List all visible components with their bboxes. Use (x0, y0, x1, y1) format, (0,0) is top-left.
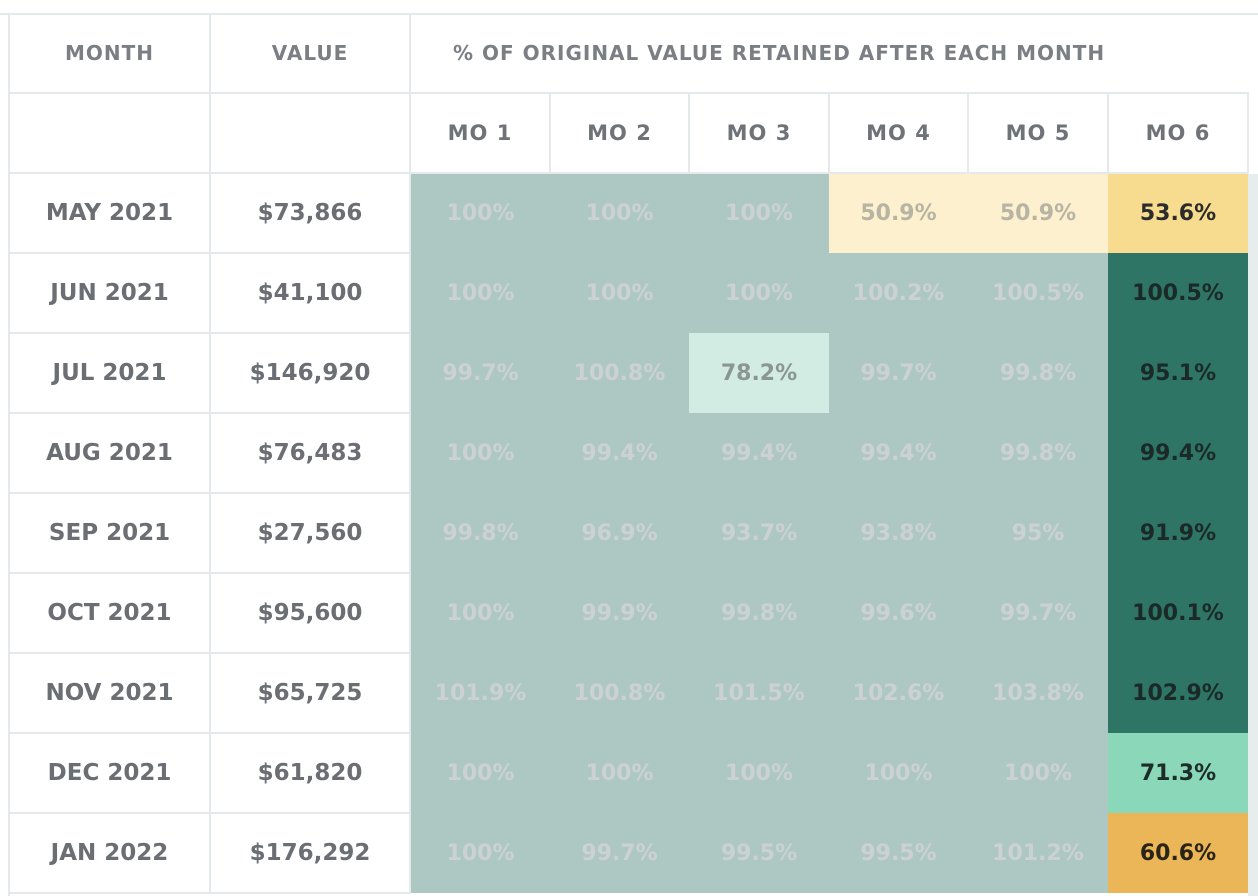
retention-cell: 99.7% (829, 333, 968, 413)
row-value: $95,600 (210, 573, 411, 654)
retention-cell: 100% (410, 253, 550, 333)
retention-cell: 103.8% (968, 653, 1108, 733)
retention-cell: 100% (410, 413, 550, 493)
retention-cell: 99.7% (550, 813, 689, 893)
retention-cell: 78.2% (689, 333, 829, 413)
mo-5-header[interactable]: MO 5 (968, 93, 1109, 174)
retention-cell: 100% (689, 733, 829, 813)
retention-cell: 95.1% (1108, 333, 1248, 413)
table-row: AUG 2021 $76,483 100% 99.4% 99.4% 99.4% … (10, 413, 1248, 494)
retention-cell: 99.7% (410, 333, 550, 413)
retention-cell: 100% (550, 733, 689, 813)
retention-cell: 100% (550, 173, 689, 253)
retention-cell: 99.4% (829, 413, 968, 493)
retention-cell: 99.4% (689, 413, 829, 493)
mo-1-header[interactable]: MO 1 (410, 93, 551, 174)
retention-cell: 96.9% (550, 493, 689, 573)
retention-cell: 99.5% (829, 813, 968, 893)
retention-cell: 60.6% (1108, 813, 1248, 893)
left-border (8, 13, 10, 896)
month-subheader-empty (10, 93, 211, 174)
retention-cell: 100% (968, 733, 1108, 813)
retention-cell: 102.9% (1108, 653, 1248, 733)
table-row: DEC 2021 $61,820 100% 100% 100% 100% 100… (10, 733, 1248, 814)
retention-cell: 99.5% (689, 813, 829, 893)
retention-cell: 99.4% (550, 413, 689, 493)
retention-cell: 100.1% (1108, 573, 1248, 653)
row-month: JUL 2021 (10, 333, 211, 414)
subheader-row: MO 1 MO 2 MO 3 MO 4 MO 5 MO 6 (10, 93, 1249, 174)
retention-cell: 100% (689, 173, 829, 253)
mo-6-header[interactable]: MO 6 (1108, 93, 1249, 174)
retention-cell: 100.5% (968, 253, 1108, 333)
table-overflow-edge (1248, 174, 1258, 896)
retention-cell: 50.9% (968, 173, 1108, 253)
retention-cell: 100.2% (829, 253, 968, 333)
retention-cell: 101.2% (968, 813, 1108, 893)
retention-cell: 99.8% (689, 573, 829, 653)
mo-3-header[interactable]: MO 3 (689, 93, 830, 174)
retention-cell: 102.6% (829, 653, 968, 733)
row-month: JUN 2021 (10, 253, 211, 334)
retention-cell: 101.5% (689, 653, 829, 733)
table-row: OCT 2021 $95,600 100% 99.9% 99.8% 99.6% … (10, 573, 1248, 654)
cohort-table: MONTH VALUE % OF ORIGINAL VALUE RETAINED… (10, 14, 1249, 894)
row-value: $76,483 (210, 413, 411, 494)
retention-cell: 100.8% (550, 333, 689, 413)
row-value: $176,292 (210, 813, 411, 894)
retention-cell: 100% (550, 253, 689, 333)
mo-2-header[interactable]: MO 2 (550, 93, 690, 174)
value-subheader-empty (210, 93, 411, 174)
row-month: DEC 2021 (10, 733, 211, 814)
row-value: $61,820 (210, 733, 411, 814)
retention-cell: 101.9% (410, 653, 550, 733)
row-month: JAN 2022 (10, 813, 211, 894)
retention-cell: 100% (829, 733, 968, 813)
retention-cell: 100% (410, 173, 550, 253)
retention-cell: 100% (410, 733, 550, 813)
table-row: NOV 2021 $65,725 101.9% 100.8% 101.5% 10… (10, 653, 1248, 734)
row-value: $27,560 (210, 493, 411, 574)
row-value: $41,100 (210, 253, 411, 334)
table-row: JUL 2021 $146,920 99.7% 100.8% 78.2% 99.… (10, 333, 1248, 414)
retention-cell: 100.8% (550, 653, 689, 733)
retention-cell: 100.5% (1108, 253, 1248, 333)
retention-cell: 95% (968, 493, 1108, 573)
table-row: JAN 2022 $176,292 100% 99.7% 99.5% 99.5%… (10, 813, 1248, 894)
retention-cell: 99.8% (410, 493, 550, 573)
retention-cell: 99.7% (968, 573, 1108, 653)
header-row: MONTH VALUE % OF ORIGINAL VALUE RETAINED… (10, 14, 1248, 94)
retention-cell: 99.4% (1108, 413, 1248, 493)
month-column-header[interactable]: MONTH (10, 14, 211, 94)
retention-cell: 100% (689, 253, 829, 333)
row-month: SEP 2021 (10, 493, 211, 574)
row-value: $65,725 (210, 653, 411, 734)
row-month: NOV 2021 (10, 653, 211, 734)
table-row: MAY 2021 $73,866 100% 100% 100% 50.9% 50… (10, 173, 1248, 254)
retention-cell: 91.9% (1108, 493, 1248, 573)
row-month: MAY 2021 (10, 173, 211, 254)
retention-cell: 100% (410, 573, 550, 653)
table-row: SEP 2021 $27,560 99.8% 96.9% 93.7% 93.8%… (10, 493, 1248, 574)
value-column-header[interactable]: VALUE (210, 14, 411, 94)
retention-cell: 99.8% (968, 413, 1108, 493)
retention-cell: 93.8% (829, 493, 968, 573)
top-border (0, 0, 1258, 15)
retention-cell: 93.7% (689, 493, 829, 573)
retention-cell: 99.9% (550, 573, 689, 653)
mo-4-header[interactable]: MO 4 (829, 93, 969, 174)
row-value: $146,920 (210, 333, 411, 414)
retention-cell: 53.6% (1108, 173, 1248, 253)
retention-cell: 100% (410, 813, 550, 893)
row-value: $73,866 (210, 173, 411, 254)
retained-column-header: % OF ORIGINAL VALUE RETAINED AFTER EACH … (410, 14, 1248, 94)
row-month: OCT 2021 (10, 573, 211, 654)
retention-cell: 99.8% (968, 333, 1108, 413)
table-row: JUN 2021 $41,100 100% 100% 100% 100.2% 1… (10, 253, 1248, 334)
retention-cell: 71.3% (1108, 733, 1248, 813)
retention-cell: 50.9% (829, 173, 968, 253)
retention-cell: 99.6% (829, 573, 968, 653)
row-month: AUG 2021 (10, 413, 211, 494)
